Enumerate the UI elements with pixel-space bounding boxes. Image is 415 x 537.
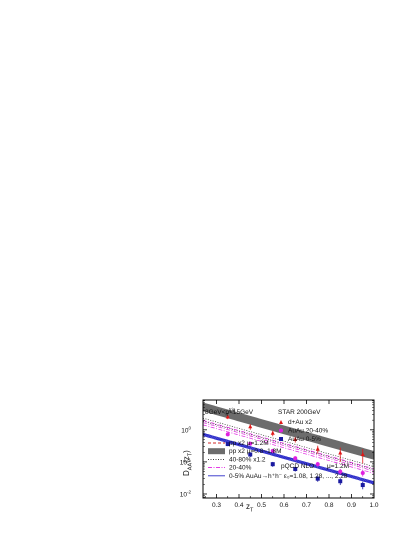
point-square [315,476,320,481]
theory-curves [202,402,375,485]
curve-line [202,419,375,470]
y-tick-label: 10-1 [180,457,192,466]
pqcd-label: pQCD NLO [281,463,314,470]
legend-label: AuAu 0-5% [288,436,321,443]
axis-ticks: 0.3 0.4 0.5 0.6 0.7 0.8 0.9 1.0 100 10-1 10-2 [180,400,379,509]
point-circle [270,448,275,453]
point-triangle [315,446,320,451]
point-square [248,452,253,457]
curve-line [202,417,375,468]
legend-label: 20-40% [229,465,252,472]
point-triangle [293,436,298,441]
legend-marker-triangle [279,420,283,424]
mu-label: μ=1.2M [327,463,349,470]
curve-line [202,434,375,484]
curve-line [202,420,375,470]
trigger-annotation: 8GeV<ptrig T<15GeV [205,407,254,417]
point-triangle [248,424,253,429]
x-axis-label: zT [246,502,254,514]
curve-line [202,435,375,485]
x-tick-label: 0.4 [234,502,243,509]
point-square [270,462,275,467]
point-circle [293,456,298,461]
legend-label: 0-5% AuAu→h⁺h⁻ ε₀=1.08, 1.28, ..., 2.28 [229,473,348,480]
x-tick-label: 0.6 [279,502,288,509]
y-tick-label: 100 [181,425,191,434]
point-square [225,442,230,447]
collaboration-label: STAR 200GeV [278,409,321,416]
point-square [338,479,343,484]
point-circle [248,441,253,446]
legend-band-swatch [208,448,225,455]
curve-line [202,422,375,472]
point-circle [338,469,343,474]
point-circle [360,471,365,476]
x-tick-label: 0.9 [347,502,356,509]
point-square [360,483,365,488]
data-points [225,414,365,490]
point-triangle [225,414,230,419]
curve-line [202,424,375,474]
point-triangle [338,450,343,455]
legend-label: d+Au x2 [288,419,312,426]
x-tick-label: 0.5 [257,502,266,509]
data-legend: d+Au x2 AuAu 20-40%AuAu 0-5% [279,419,328,443]
legend-label: AuAu 20-40% [288,428,328,435]
legend-label: 40-80% x1.2 [229,456,266,463]
plot-frame [202,399,375,499]
y-axis-label: DAA(zT) [182,450,194,476]
x-tick-label: 0.7 [302,502,311,509]
point-square [293,467,298,472]
point-triangle [360,452,365,457]
curve-line [202,432,375,482]
legend-label: pp x2 μ=0.8~1.8M [229,448,282,455]
x-tick-label: 0.3 [212,502,221,509]
x-tick-label: 0.8 [324,502,333,509]
x-tick-label: 1.0 [369,502,378,509]
curve-band [203,402,374,460]
legend-label: pp x2 μ=1.2M [229,440,269,447]
legend-marker-circle [279,428,283,433]
point-triangle [270,430,275,435]
legend-marker-square [279,437,283,441]
point-circle [315,462,320,467]
curve-line [202,433,375,483]
point-circle [225,432,230,437]
curve-line [202,434,375,484]
y-tick-label: 10-2 [180,489,192,498]
